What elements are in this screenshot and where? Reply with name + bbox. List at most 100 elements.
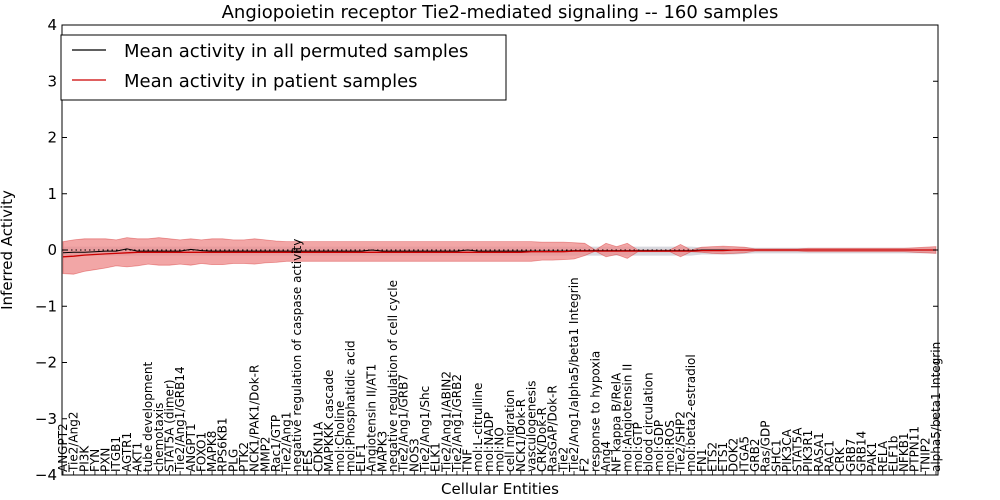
chart-title: Angiopoietin receptor Tie2-mediated sign… (222, 2, 779, 23)
y-tick-label: −1 (35, 297, 57, 315)
x-tick-label: RASA1 (812, 432, 826, 472)
x-tick-label: mol:Angiotensin II (620, 364, 634, 472)
x-tick-label: mol:beta2-estradiol (684, 354, 698, 472)
x-axis-label: Cellular Entities (441, 480, 559, 498)
patient-mean-line (62, 249, 936, 258)
x-tick-label: mol:Phosphatidic acid (344, 340, 358, 472)
x-tick-label: NF kappa B/RelA (610, 372, 624, 472)
x-tick-label: GRB7 (844, 438, 858, 472)
x-tick-label: mol:NO (493, 427, 507, 472)
x-tick-label: RasGAP/Dok-R (546, 385, 560, 472)
x-tick-label: ELF1b (886, 436, 900, 472)
x-tick-label: PAK1 (865, 442, 879, 472)
x-tick-label: Tie2/Ang1/GRB2 (450, 374, 464, 473)
x-tick-label: PIK3CA (780, 428, 794, 472)
legend-frame (60, 34, 507, 101)
x-tick-label: negative regulation of caspase activity (290, 239, 304, 472)
x-tick-label: mol:NADP (482, 412, 496, 472)
x-tick-label: PXN (99, 448, 113, 472)
x-tick-label: ELF1 (354, 443, 368, 472)
x-tick-label: TNIP2 (918, 437, 932, 473)
x-tick-label: NCK1/PAK1/Dok-R (248, 365, 262, 472)
x-tick-label: PLG (226, 449, 240, 472)
x-tick-label: Tie2/Ang1/alpha5/beta1 Integrin (567, 277, 581, 473)
x-tick-label: MAPK8 (205, 431, 219, 472)
legend: Mean activity in all permuted samples Me… (60, 34, 507, 101)
x-tick-label: ETS2 (705, 442, 719, 472)
x-tick-label: ELK1 (429, 442, 443, 472)
x-tick-label: mol:GDP (652, 420, 666, 472)
x-tick-label: Angiotensin II/AT1 (365, 364, 379, 472)
y-tick-label: −2 (35, 354, 57, 372)
legend-label-patient: Mean activity in patient samples (124, 71, 418, 92)
legend-label-permuted: Mean activity in all permuted samples (124, 41, 468, 62)
y-tick-label: −3 (35, 410, 57, 428)
x-tick-label: F2 (578, 457, 592, 472)
x-tick-label: ANGPT2 (56, 423, 70, 472)
x-tick-label: Ang4 (599, 441, 613, 472)
x-tick-label: RAC1 (823, 440, 837, 472)
x-tick-label: FOXO1 (194, 432, 208, 472)
x-tick-label: ETS1 (716, 442, 730, 472)
x-tick-label: STAT5A (791, 427, 805, 472)
y-axis-ticks: −4 −3 −2 −1 0 1 2 3 4 (35, 16, 938, 484)
x-tick-label: MAPK3 (375, 431, 389, 472)
y-tick-label: 0 (47, 241, 57, 259)
x-tick-label: vasculogenesis (524, 381, 538, 472)
x-tick-label: FES (301, 450, 315, 472)
x-tick-label: MMP2 (258, 436, 272, 472)
x-tick-label: Tie2/Ang1/Shc (418, 386, 432, 473)
x-tick-label: Tie2/Ang1 (280, 412, 294, 473)
x-tick-label: cell migration (503, 390, 517, 472)
x-tick-label: blood circulation (642, 372, 656, 472)
x-tick-label: AKT1 (131, 442, 145, 472)
x-tick-label: CRK/Dok-R (535, 407, 549, 472)
x-tick-label: RELA (876, 440, 890, 472)
plot-area (61, 24, 939, 476)
x-tick-label: PTK2 (237, 442, 251, 472)
x-tick-label: FN1 (695, 449, 709, 473)
x-tick-label: NFKB1 (897, 432, 911, 472)
x-tick-label: NCK1/Dok-R (514, 399, 528, 472)
x-axis-tick-labels: ANGPT2Tie2/Ang2PI3KFYNPXNITGB1AGTR1AKT1t… (56, 239, 943, 475)
x-tick-label: RPS6KB1 (216, 417, 230, 472)
x-tick-label: PI3K (77, 445, 91, 472)
y-axis-label: Inferred Activity (0, 190, 16, 310)
x-tick-label: MAPKKK cascade (322, 370, 336, 472)
x-tick-label: tube development (141, 361, 155, 472)
x-tick-label: chemotaxis (152, 403, 166, 472)
x-tick-label: Tie2/Ang2 (67, 412, 81, 473)
x-tick-label: mol:Choline (333, 401, 347, 472)
x-tick-label: mol:L-citrulline (471, 383, 485, 472)
x-tick-label: negative regulation of cell cycle (386, 280, 400, 472)
x-tick-label: FYN (88, 449, 102, 472)
patient-band (62, 237, 937, 275)
x-tick-label: Tie2/SHP2 (674, 411, 688, 473)
x-tick-label: ITGB1 (109, 436, 123, 472)
y-tick-label: 3 (47, 72, 57, 90)
x-tick-label: ITGA5 (737, 436, 751, 472)
x-tick-label: mol:ROS (663, 420, 677, 472)
x-tick-label: PIK3R1 (801, 430, 815, 472)
x-tick-label: Tie2 (556, 447, 570, 473)
y-tick-label: 1 (47, 185, 57, 203)
x-tick-label: SHC1 (769, 439, 783, 472)
x-tick-label: AGTR1 (120, 432, 134, 472)
x-tick-label: CRK (833, 446, 847, 472)
x-tick-label: Ras/GDP (759, 421, 773, 473)
x-tick-label: PTPN11 (908, 426, 922, 472)
y-tick-label: −4 (35, 466, 57, 484)
x-tick-label: mol:GTP (631, 422, 645, 472)
x-tick-label: Tie2/Ang1/GRB7 (397, 374, 411, 473)
x-tick-label: DOK2 (727, 438, 741, 472)
x-tick-label: ANGPT1 (184, 423, 198, 472)
y-tick-label: 4 (47, 16, 57, 34)
x-tick-label: response to hypoxia (588, 351, 602, 472)
y-tick-label: 2 (47, 129, 57, 147)
x-tick-label: GRB14 (855, 431, 869, 472)
x-tick-label: Rac1/GTP (269, 415, 283, 472)
x-tick-label: STAT5A (dimer) (163, 379, 177, 472)
x-tick-label: alpha5/beta1 Integrin (929, 342, 943, 472)
x-tick-label: NOS3 (407, 438, 421, 472)
